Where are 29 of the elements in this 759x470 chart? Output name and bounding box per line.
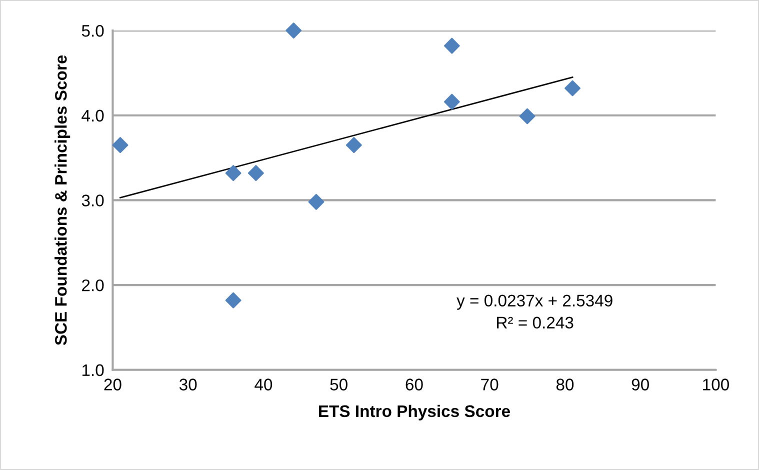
- y-tick-label: 1.0: [82, 364, 104, 376]
- y-axis-title: SCE Foundations & Principles Score: [54, 55, 70, 346]
- y-tick-label: 4.0: [82, 110, 104, 122]
- x-tick-label: 60: [406, 378, 423, 390]
- x-tick-label: 80: [556, 378, 574, 390]
- annotation: R² = 0.243: [497, 316, 574, 329]
- x-tick-label: 70: [481, 378, 498, 390]
- point: [308, 194, 324, 210]
- point: [444, 94, 460, 110]
- point: [519, 108, 536, 124]
- x-tick-label: 30: [179, 378, 197, 390]
- y-tick-label: 3.0: [82, 194, 104, 206]
- x-tick-label: 90: [632, 378, 649, 390]
- x-tick-label: 20: [104, 378, 122, 390]
- point: [444, 38, 460, 54]
- point: [346, 137, 362, 154]
- y-tick-label: 2.0: [82, 279, 104, 292]
- point: [248, 165, 264, 182]
- y-tick-label: 5.0: [82, 24, 104, 37]
- x-tick-label: 100: [703, 378, 729, 390]
- point: [286, 22, 302, 39]
- point: [564, 80, 580, 96]
- x-tick-label: 50: [330, 378, 348, 390]
- point: [225, 165, 242, 182]
- point: [225, 292, 242, 308]
- annotation: y = 0.0237x + 2.5349: [456, 294, 612, 310]
- x-tick-label: 40: [254, 378, 272, 390]
- x-axis-title: ETS Intro Physics Score: [319, 404, 510, 420]
- point: [112, 137, 128, 154]
